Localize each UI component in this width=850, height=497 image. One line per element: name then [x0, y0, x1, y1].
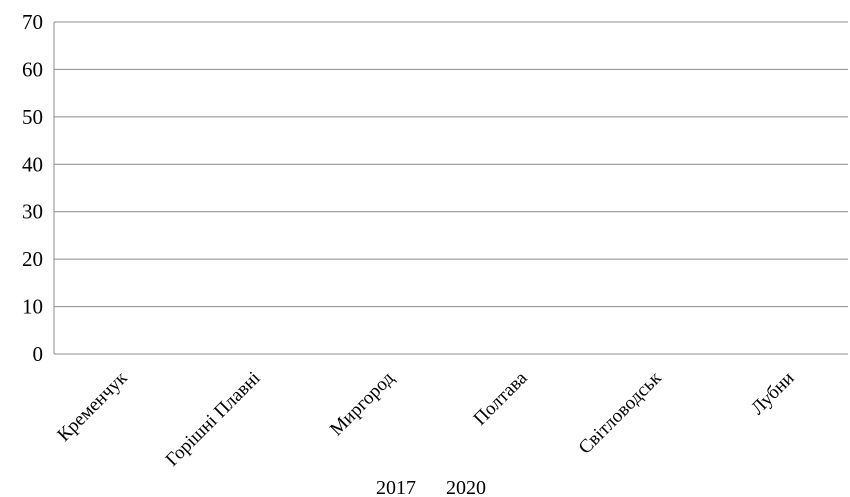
y-tick-label: 0: [33, 342, 44, 366]
x-tick-label: Горішні Плавні: [162, 368, 265, 471]
y-tick-labels: 0 10 20 30 40 50 60 70: [22, 10, 43, 366]
y-tick-label: 10: [22, 295, 43, 319]
legend: 2017 2020: [376, 477, 486, 497]
y-tick-label: 20: [22, 247, 43, 271]
x-tick-label: Миргород: [326, 367, 399, 440]
legend-label: 2017: [376, 477, 416, 497]
y-tick-label: 60: [22, 57, 43, 81]
x-tick-label: Полтава: [470, 367, 532, 429]
x-tick-label: Кременчук: [53, 367, 132, 446]
legend-label: 2020: [446, 477, 486, 497]
y-tick-label: 50: [22, 105, 43, 129]
axes: [53, 22, 848, 355]
y-tick-label: 40: [22, 152, 43, 176]
gridlines: [54, 21, 848, 308]
x-tick-labels: Кременчук Горішні Плавні Миргород Полтава Св…: [53, 367, 798, 470]
x-tick-label: Лубни: [747, 368, 798, 419]
x-tick-label: Світловодськ: [575, 367, 666, 458]
y-tick-label: 70: [22, 10, 43, 34]
y-tick-label: 30: [22, 200, 43, 224]
